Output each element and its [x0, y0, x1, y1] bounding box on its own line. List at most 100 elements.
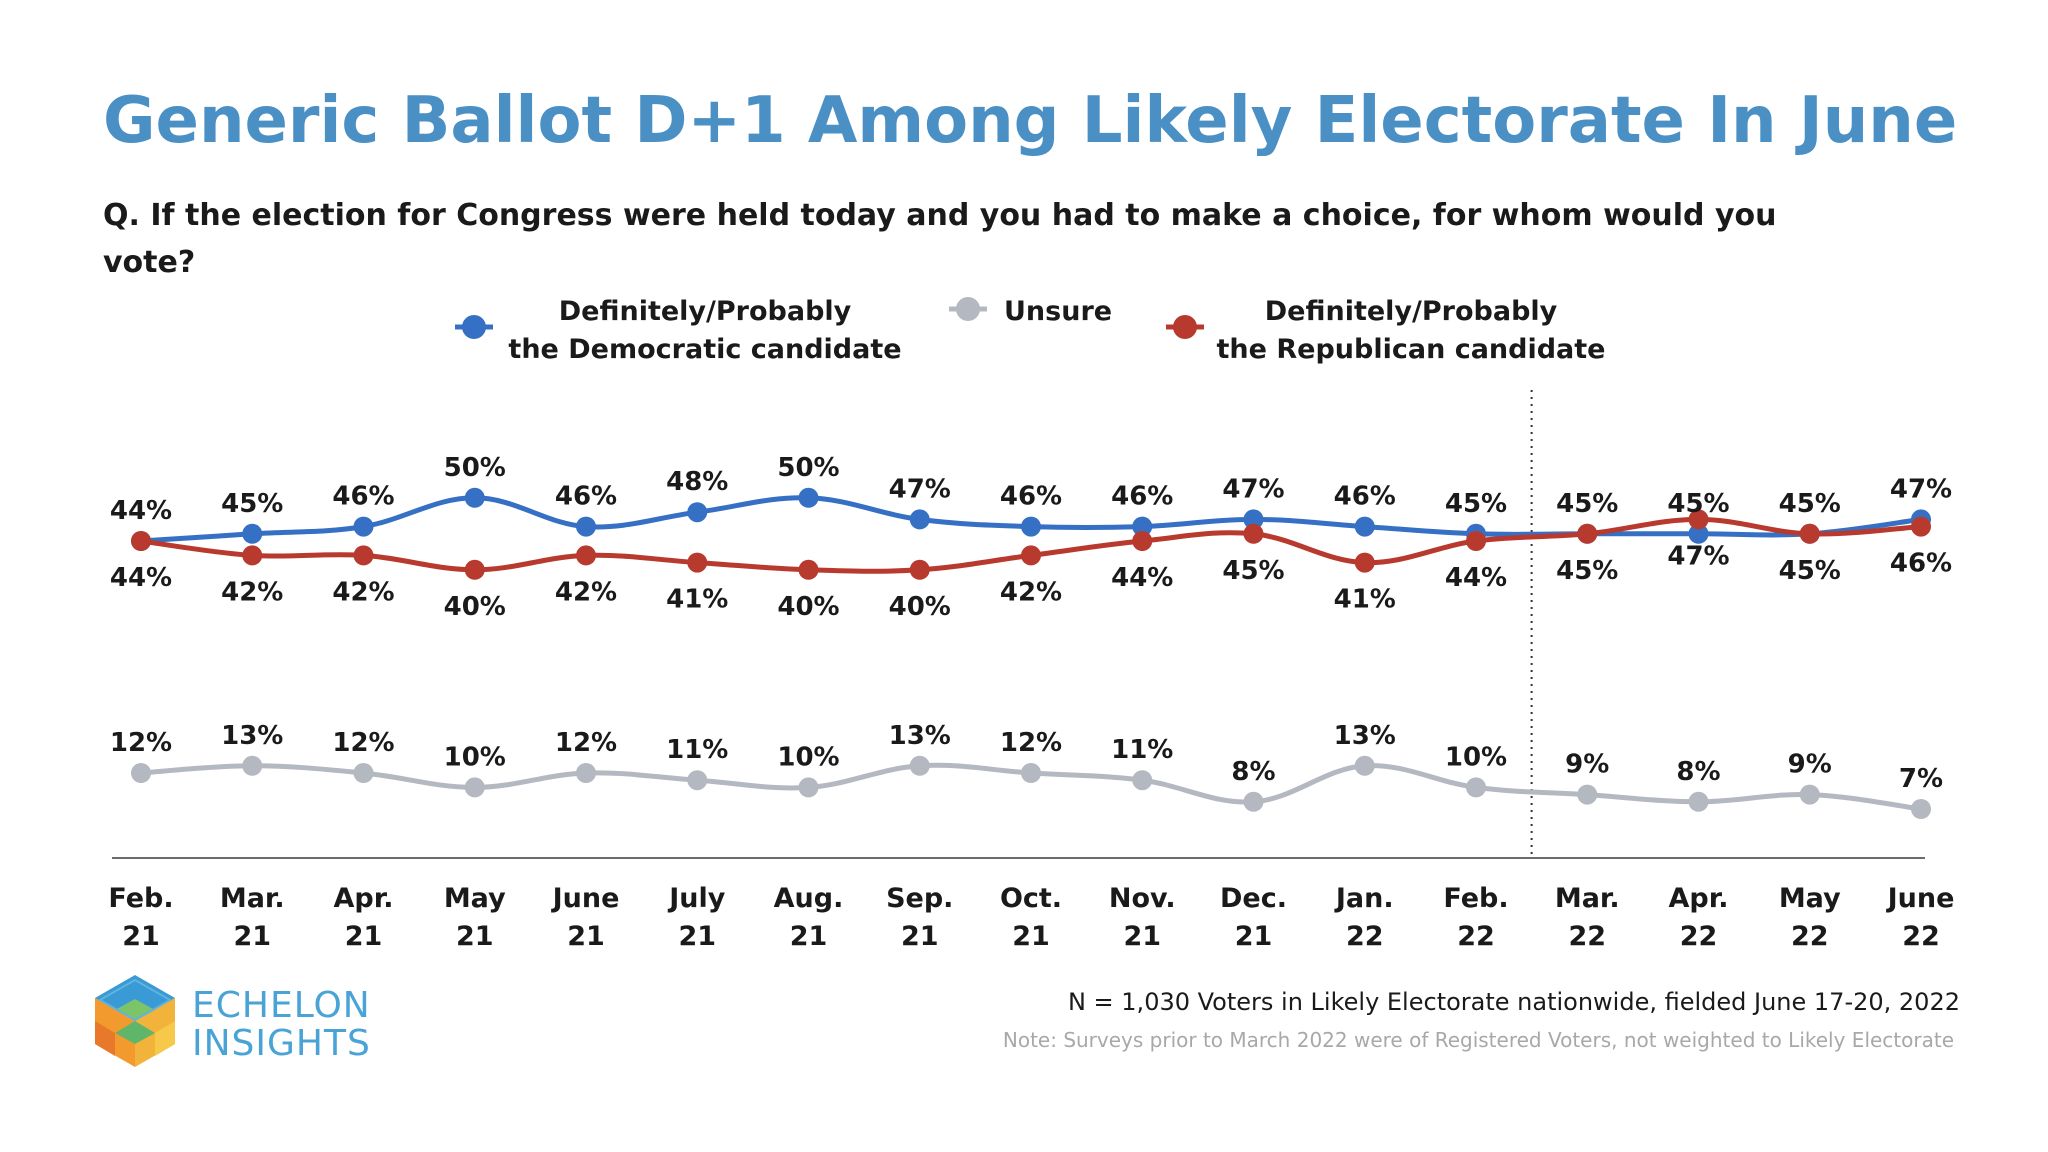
x-tick-year-12: 22	[1457, 921, 1495, 952]
x-tick-month-3: May	[444, 883, 506, 914]
label-unsure-4: 12%	[555, 728, 617, 758]
point-rep-6	[798, 559, 819, 580]
point-dem-3	[464, 487, 485, 508]
point-rep-2	[353, 545, 374, 566]
point-dem-5	[687, 502, 708, 523]
label-rep-1: 42%	[221, 577, 283, 607]
x-tick-year-4: 21	[567, 921, 605, 952]
chart-title: Generic Ballot D+1 Among Likely Electora…	[103, 84, 1957, 158]
legend-rep-marker	[1173, 315, 1197, 339]
label-unsure-9: 11%	[1111, 735, 1173, 765]
x-tick-month-0: Feb.	[108, 883, 173, 914]
point-dem-4	[576, 516, 596, 537]
x-tick-month-7: Sep.	[886, 883, 953, 914]
legend-rep-label-1: Definitely/Probably	[1265, 296, 1558, 327]
label-rep-13: 45%	[1556, 556, 1618, 586]
point-unsure-0	[131, 763, 151, 783]
logo-text-echelon: ECHELON	[192, 985, 371, 1026]
label-rep-3: 40%	[444, 592, 506, 622]
label-unsure-5: 11%	[666, 735, 728, 765]
x-tick-month-6: Aug.	[774, 883, 844, 914]
x-tick-year-8: 21	[1012, 921, 1050, 952]
point-rep-16	[1911, 516, 1931, 537]
legend-unsure-marker	[956, 297, 980, 321]
x-tick-month-10: Dec.	[1220, 883, 1287, 914]
question-line-2: vote?	[103, 245, 195, 280]
point-unsure-5	[687, 770, 708, 791]
x-tick-month-4: June	[551, 883, 620, 914]
x-tick-month-1: Mar.	[220, 883, 285, 914]
legend-item-unsure: Unsure	[949, 296, 1112, 327]
x-tick-year-3: 21	[456, 921, 494, 952]
label-dem-12: 45%	[1445, 489, 1507, 519]
label-unsure-6: 10%	[777, 742, 839, 772]
label-dem-9: 46%	[1111, 482, 1173, 512]
point-dem-11	[1354, 516, 1375, 537]
point-rep-14	[1688, 509, 1709, 530]
label-dem-2: 46%	[332, 482, 394, 512]
x-tick-year-16: 22	[1902, 921, 1940, 952]
x-tick-year-7: 21	[901, 921, 939, 952]
label-dem-1: 45%	[221, 489, 283, 519]
point-unsure-7	[909, 755, 930, 776]
point-unsure-12	[1466, 777, 1486, 798]
label-rep-10: 45%	[1222, 556, 1284, 586]
point-rep-4	[576, 545, 596, 566]
point-rep-5	[687, 552, 708, 573]
point-rep-12	[1466, 531, 1486, 551]
x-tick-year-5: 21	[678, 921, 716, 952]
legend-dem-label-1: Definitely/Probably	[559, 296, 852, 327]
label-unsure-7: 13%	[889, 721, 951, 751]
label-dem-8: 46%	[1000, 482, 1062, 512]
label-unsure-14: 8%	[1676, 757, 1720, 787]
x-tick-year-1: 21	[233, 921, 271, 952]
point-dem-14	[1688, 523, 1709, 544]
legend-unsure-label: Unsure	[1004, 296, 1112, 327]
label-unsure-2: 12%	[332, 728, 394, 758]
label-unsure-0: 12%	[110, 728, 172, 758]
label-rep-6: 40%	[777, 592, 839, 622]
series-rep	[131, 509, 1931, 580]
label-dem-5: 48%	[666, 467, 728, 497]
x-tick-month-13: Mar.	[1555, 883, 1620, 914]
label-unsure-3: 10%	[444, 742, 506, 772]
plot-area: 44% 45% 46% 50% 46% 48% 50% 47% 46% 46% 47% 46% 45% 4…	[108, 390, 1954, 952]
point-rep-3	[464, 559, 485, 580]
label-rep-14: 47%	[1667, 541, 1729, 571]
legend-item-democratic: Definitely/Probably the Democratic candi…	[455, 296, 902, 365]
label-rep-4: 42%	[555, 577, 617, 607]
label-rep-12: 44%	[1445, 563, 1507, 593]
label-rep-2: 42%	[332, 577, 394, 607]
point-unsure-15	[1799, 784, 1820, 805]
label-dem-4: 46%	[555, 482, 617, 512]
logo-text-insights: INSIGHTS	[192, 1023, 371, 1064]
x-tick-month-11: Jan.	[1334, 883, 1394, 914]
label-dem-3: 50%	[444, 453, 506, 483]
source-text: N = 1,030 Voters in Likely Electorate na…	[1068, 988, 1960, 1016]
point-dem-2	[353, 516, 374, 537]
legend-item-republican: Definitely/Probably the Republican candi…	[1166, 296, 1605, 365]
x-tick-month-9: Nov.	[1109, 883, 1176, 914]
x-tick-year-2: 21	[345, 921, 383, 952]
point-unsure-8	[1021, 763, 1041, 783]
point-unsure-3	[464, 777, 485, 798]
point-rep-8	[1021, 545, 1041, 566]
x-tick-year-6: 21	[790, 921, 828, 952]
label-dem-10: 47%	[1222, 474, 1284, 504]
x-tick-year-9: 21	[1123, 921, 1161, 952]
x-tick-month-15: May	[1779, 883, 1841, 914]
label-dem-13: 45%	[1556, 489, 1618, 519]
point-dem-8	[1021, 516, 1041, 537]
point-rep-10	[1243, 523, 1264, 544]
label-unsure-16: 7%	[1899, 764, 1943, 794]
point-unsure-11	[1354, 755, 1375, 776]
label-unsure-15: 9%	[1788, 750, 1832, 780]
label-rep-7: 40%	[889, 592, 951, 622]
label-rep-5: 41%	[666, 585, 728, 615]
x-tick-year-15: 22	[1791, 921, 1829, 952]
x-tick-month-14: Apr.	[1669, 883, 1729, 914]
x-tick-year-0: 21	[122, 921, 160, 952]
label-rep-8: 42%	[1000, 577, 1062, 607]
point-dem-1	[242, 523, 263, 544]
